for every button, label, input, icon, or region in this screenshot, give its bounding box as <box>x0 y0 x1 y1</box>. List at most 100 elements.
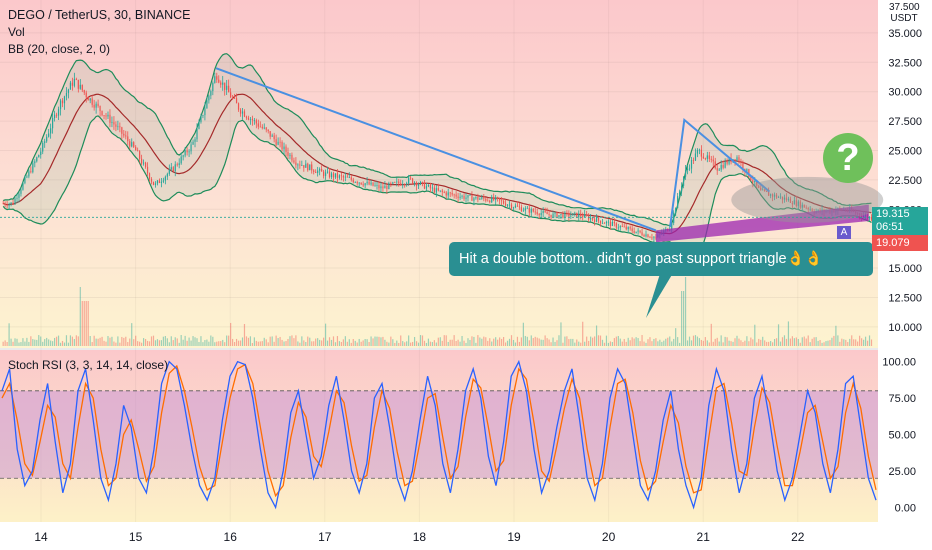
candle-body <box>311 164 313 171</box>
candle-body <box>427 184 430 187</box>
candle-body <box>182 155 184 157</box>
candle-body <box>410 177 412 179</box>
right-axis-bg <box>878 0 932 522</box>
stoch-indicator-label[interactable]: Stoch RSI (3, 3, 14, 14, close) <box>8 358 169 372</box>
candle-body <box>235 98 238 104</box>
annotation-callout[interactable]: Hit a double bottom.. didn't go past sup… <box>449 242 873 276</box>
volume-bar <box>87 301 89 346</box>
candle-body <box>186 150 188 153</box>
volume-bar <box>803 336 805 346</box>
volume-bar <box>431 342 433 346</box>
time-tick-label: 16 <box>224 530 238 544</box>
candle-body <box>232 97 234 99</box>
volume-bar <box>688 336 691 346</box>
candle-body <box>807 207 809 210</box>
volume-bar <box>813 337 815 346</box>
candle-body <box>289 154 291 156</box>
volume-bar <box>837 335 839 346</box>
volume-bar <box>139 341 141 346</box>
candle-body <box>811 209 813 212</box>
low-price-badge: 19.079 <box>872 235 928 251</box>
time-tick-label: 18 <box>413 530 427 544</box>
volume-bar <box>773 339 776 346</box>
volume-bar <box>520 337 522 346</box>
candle-body <box>568 212 570 217</box>
alert-marker[interactable]: A <box>837 226 851 239</box>
volume-bar <box>99 337 101 346</box>
volume-bar <box>766 341 768 346</box>
volume-bar <box>269 336 271 346</box>
candle-body <box>99 105 101 111</box>
candle-body <box>538 214 540 216</box>
volume-bar <box>241 337 244 346</box>
volume-bar <box>406 341 408 346</box>
candle-body <box>180 156 182 164</box>
volume-bar <box>706 340 708 346</box>
volume-bar <box>453 335 455 346</box>
candle-body <box>299 164 301 166</box>
candle-body <box>297 164 299 166</box>
candle-body <box>629 227 631 229</box>
candle-body <box>447 192 449 196</box>
price-candles <box>2 72 873 242</box>
volume-bar <box>847 342 849 346</box>
volume-bar <box>829 340 831 346</box>
candle-body <box>797 201 799 206</box>
candle-body <box>566 212 568 214</box>
volume-bar <box>718 341 720 346</box>
volume-bar <box>540 339 542 346</box>
candle-body <box>79 84 81 89</box>
volume-bar <box>501 338 503 346</box>
candle-body <box>4 203 6 205</box>
candle-body <box>463 195 465 199</box>
volume-bar <box>24 341 26 346</box>
volume-bar <box>473 336 475 346</box>
volume-bar <box>123 337 125 346</box>
candle-body <box>105 115 107 117</box>
volume-bar <box>192 336 194 346</box>
volume-bar <box>277 338 279 346</box>
candle-body <box>550 214 552 218</box>
bb-indicator-label[interactable]: BB (20, close, 2, 0) <box>8 42 111 56</box>
candle-body <box>152 181 155 185</box>
volume-bar <box>67 342 70 346</box>
candle-body <box>803 204 805 208</box>
volume-bar <box>746 336 748 346</box>
volume-bar <box>459 341 461 346</box>
volume-bar <box>487 340 489 346</box>
volume-bar <box>667 337 669 346</box>
volume-bar <box>275 335 277 346</box>
volume-bar <box>815 337 817 346</box>
volume-bar <box>504 342 507 346</box>
volume-bar <box>726 337 728 346</box>
volume-bar <box>781 337 784 346</box>
candle-body <box>198 122 200 129</box>
volume-indicator-label[interactable]: Vol <box>8 25 25 39</box>
volume-bar <box>133 339 135 346</box>
candle-body <box>57 109 60 116</box>
question-mark-icon[interactable]: ? <box>823 133 873 183</box>
candle-body <box>350 177 352 180</box>
candle-body <box>746 169 748 172</box>
candle-body <box>156 180 159 184</box>
volume-bar <box>388 342 390 346</box>
candle-body <box>795 200 797 206</box>
candle-body <box>224 82 226 90</box>
candle-body <box>423 182 426 189</box>
candle-body <box>218 79 220 83</box>
volume-bar <box>435 342 437 346</box>
volume-bar <box>708 342 710 346</box>
candle-body <box>773 194 776 197</box>
volume-bar <box>736 335 738 346</box>
volume-bar <box>754 324 756 346</box>
volume-bar <box>75 335 77 346</box>
candle-body <box>44 141 46 143</box>
symbol-title[interactable]: DEGO / TetherUS, 30, BINANCE <box>8 8 191 22</box>
volume-bar <box>89 336 91 346</box>
candle-body <box>127 136 129 142</box>
time-tick-label: 21 <box>697 530 711 544</box>
volume-bar <box>851 335 853 346</box>
candle-body <box>59 100 62 110</box>
candle-body <box>291 154 293 161</box>
